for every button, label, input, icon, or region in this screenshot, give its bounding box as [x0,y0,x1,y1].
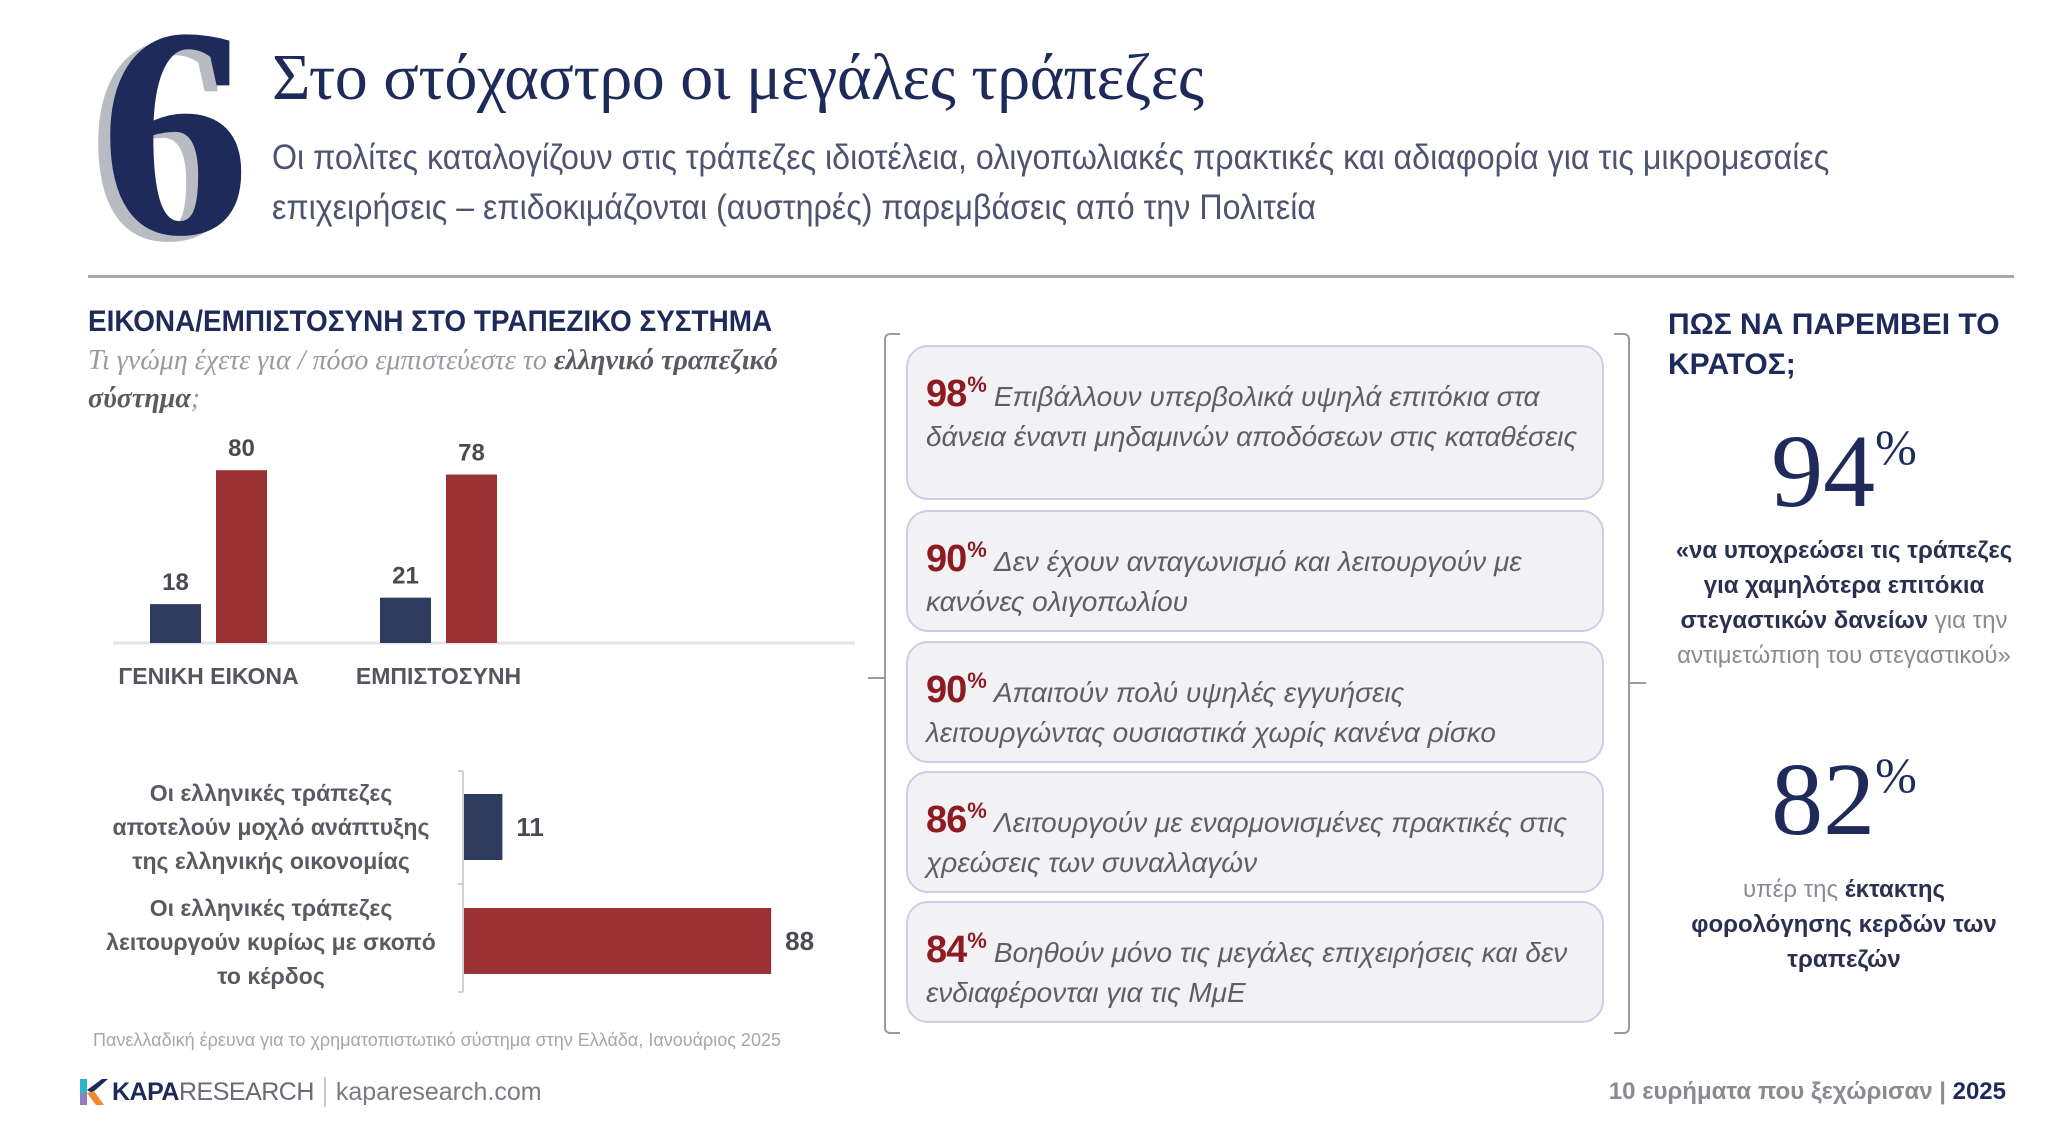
statement-text: Βοηθούν μόνο τις μεγάλες επιχειρήσεις κα… [926,937,1568,1008]
finding-number: 6 [100,0,250,298]
vertical-bar-chart: 18 80 ΓΕΝΙΚΗ ΕΙΚΟΝΑ 21 78 ΕΜΠΙΣΤΟΣΥΝΗ [113,435,855,689]
right-section-heading: ΠΩΣ ΝΑ ΠΑΡΕΜΒΕΙ ΤΟ ΚΡΑΤΟΣ; [1668,308,2000,381]
page-title: Στο στόχαστρο οι μεγάλες τράπεζες [272,41,1204,114]
hbar-category-label: Οι ελληνικές τράπεζες αποτελούν μοχλό αν… [112,780,430,874]
bar-value-label: 78 [458,440,485,467]
bar-value-label: 18 [162,569,189,596]
category-label: ΓΕΝΙΚΗ ΕΙΚΟΝΑ [118,663,298,689]
bar-positive-1 [150,604,201,643]
statement-percent: 90% [926,668,987,711]
bar-value-label: 80 [228,435,255,462]
question-emphasis: ελληνικό τραπεζικό σύστημα [88,345,778,414]
finding-number-shadow: 6 [88,0,238,304]
kapa-logo-icon [80,1079,108,1105]
statement-card: 98% Επιβάλλουν υπερβολικά υψηλά επιτόκια … [906,345,1604,500]
survey-question: Τι γνώμη έχετε για / πόσο εμπιστεύεστε τ… [88,342,888,418]
statement-card: 90% Δεν έχουν ανταγωνισμό και λειτουργούν… [906,510,1604,632]
bracket-left-notch [868,677,884,679]
stat-82-description: υπέρ της έκτακτης φορολόγησης κερδών των… [1691,876,1997,973]
bar-positive-2 [380,597,431,643]
statement-card: 84% Βοηθούν μόνο τις μεγάλες επιχειρήσεις… [906,901,1604,1023]
statement-percent: 84% [926,928,987,971]
left-section-heading: ΕΙΚΟΝΑ/ΕΜΠΙΣΤΟΣΥΝΗ ΣΤΟ ΤΡΑΠΕΖΙΚΟ ΣΥΣΤΗΜΑ [88,305,773,338]
hbar-1 [464,794,503,860]
question-end: ; [190,383,201,414]
footer-series-label: 10 ευρήματα που ξεχώρισαν | 2025 [1608,1078,2006,1105]
hbar-value-label: 11 [516,812,544,842]
statement-text: Απαιτούν πολύ υψηλές εγγυήσεις λειτουργώ… [926,677,1496,748]
website-link[interactable]: kaparesearch.com [335,1077,542,1106]
logo-research-text: RESEARCH [178,1077,314,1106]
logo-separator [323,1077,326,1107]
hbar-category-label: Οι ελληνικές τράπεζες λειτουργούν κυρίως… [106,895,436,989]
statement-percent: 86% [926,798,987,841]
statement-text: Λειτουργούν με εναρμονισμένες πρακτικές … [926,807,1567,878]
question-text: Τι γνώμη έχετε για / πόσο εμπιστεύεστε τ… [88,345,554,376]
stat-94-description: «να υποχρεώσει τις τράπεζες για χαμηλότε… [1675,537,2013,669]
bar-negative-2 [446,474,497,643]
statement-text: Επιβάλλουν υπερβολικά υψηλά επιτόκια στα… [926,381,1578,452]
statement-percent: 90% [926,537,987,580]
stat-94-value: 94% [1771,414,1917,529]
source-note: Πανελλαδική έρευνα για το χρηματοπιστωτι… [93,1030,781,1050]
category-label: ΕΜΠΙΣΤΟΣΥΝΗ [356,663,521,689]
hbar-value-label: 88 [785,926,814,956]
statement-card: 90% Απαιτούν πολύ υψηλές εγγυήσεις λειτου… [906,641,1604,763]
bar-value-label: 21 [392,563,419,590]
bracket-right [1614,333,1630,1034]
page-subtitle: Οι πολίτες καταλογίζουν στις τράπεζες ιδ… [272,138,1830,227]
hbar-2 [464,908,772,974]
bar-negative-1 [216,470,267,643]
header-divider [88,275,2014,278]
bracket-right-notch [1630,682,1646,684]
stat-82-value: 82% [1771,742,1917,857]
bracket-left [884,333,900,1034]
statement-text: Δεν έχουν ανταγωνισμό και λειτουργούν με… [926,546,1522,617]
footer-year: 2025 [1952,1078,2006,1105]
statement-percent: 98% [926,372,987,415]
kapa-research-logo[interactable]: KAPA RESEARCH kaparesearch.com [78,1077,542,1107]
statement-card: 86% Λειτουργούν με εναρμονισμένες πρακτικ… [906,771,1604,893]
logo-kapa-text: KAPA [112,1077,179,1106]
